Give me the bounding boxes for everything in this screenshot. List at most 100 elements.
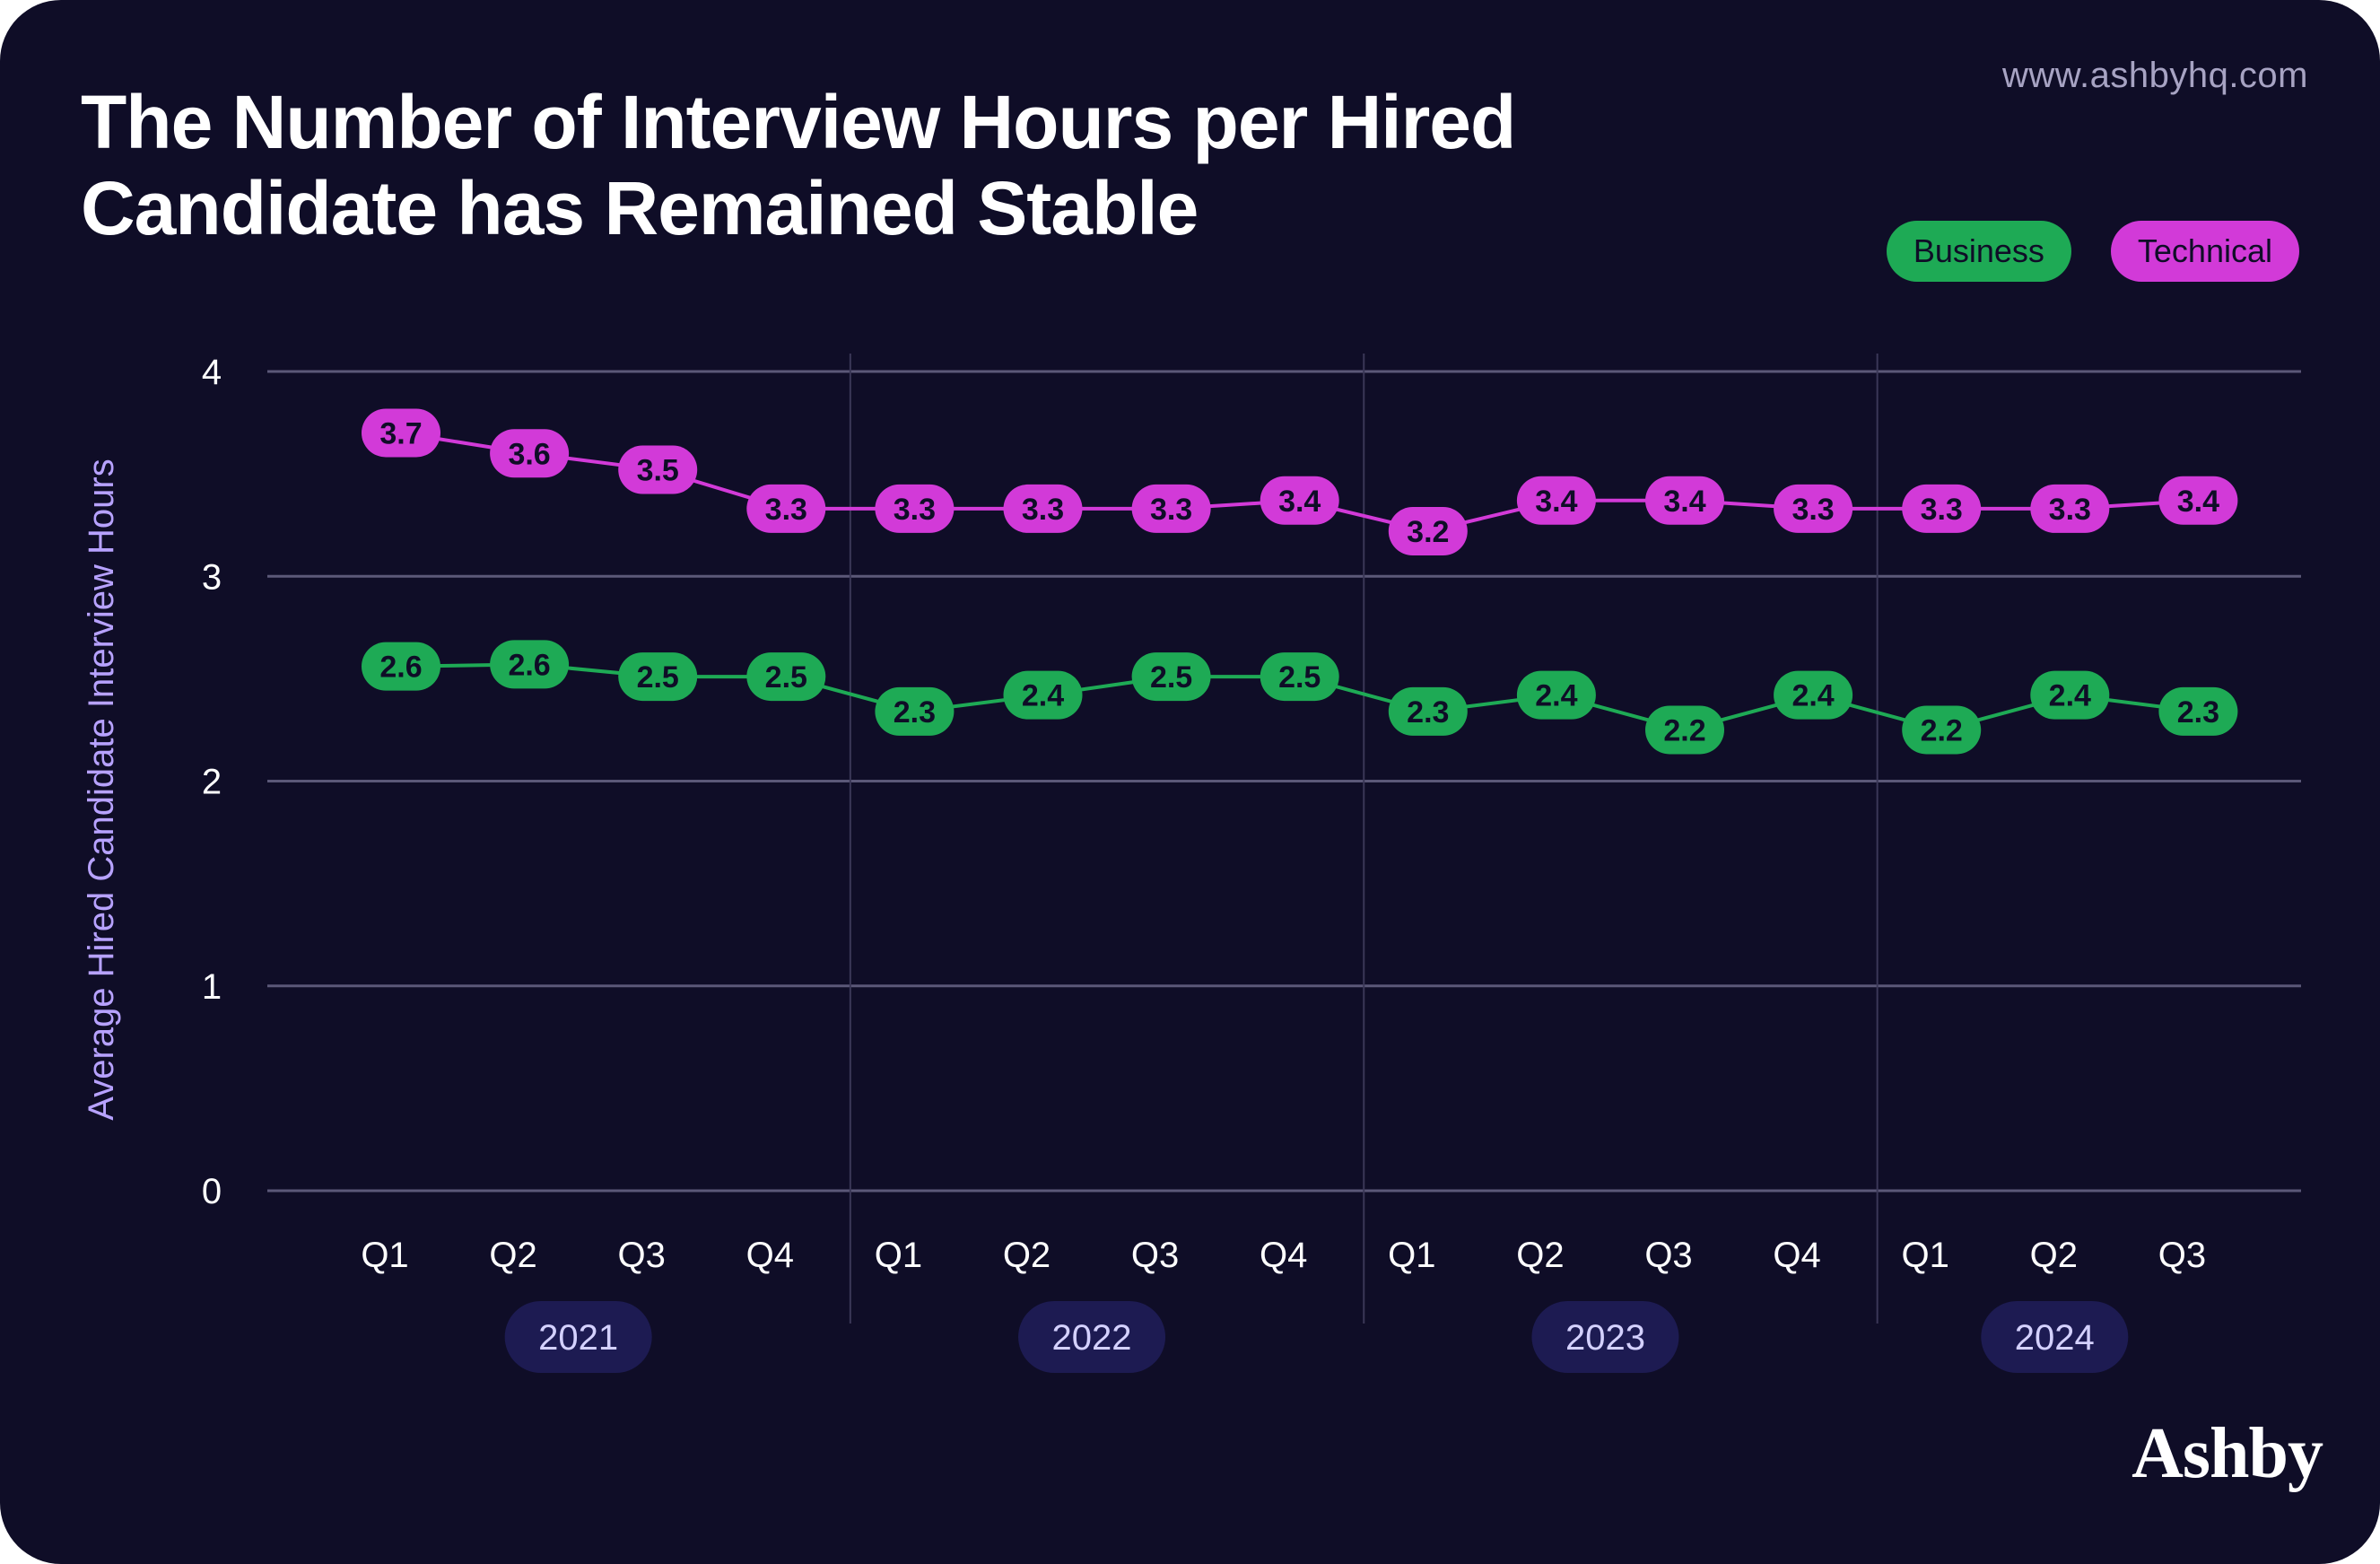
x-tick-label: Q3 [618, 1236, 666, 1275]
legend-business[interactable]: Business [1886, 221, 2071, 282]
data-point-pill[interactable] [1516, 670, 1596, 720]
data-label: 3.4 [1663, 485, 1705, 519]
data-point-pill[interactable] [2030, 484, 2110, 533]
data-point[interactable]: 2.3 [2158, 686, 2238, 736]
data-point[interactable]: 2.6 [362, 642, 440, 691]
data-point[interactable]: 2.4 [1516, 670, 1596, 720]
data-point-pill[interactable] [490, 640, 570, 689]
data-point[interactable]: 2.4 [2030, 670, 2110, 720]
data-point-pill[interactable] [746, 484, 826, 533]
data-point[interactable]: 2.3 [1388, 686, 1468, 736]
data-point-pill[interactable] [2158, 686, 2238, 736]
data-point[interactable]: 3.3 [2030, 484, 2110, 533]
data-label: 2.2 [1921, 713, 1963, 747]
data-point[interactable]: 2.5 [1260, 652, 1339, 702]
legend: Business Technical [1886, 221, 2299, 282]
data-point-pill[interactable] [1388, 686, 1468, 736]
y-tick-label: 1 [202, 967, 222, 1007]
data-point-pill[interactable] [1774, 484, 1853, 533]
data-point[interactable]: 2.5 [618, 652, 698, 702]
year-pill-bg [1531, 1301, 1679, 1373]
data-point[interactable]: 2.6 [490, 640, 570, 689]
data-label: 3.4 [1535, 485, 1577, 519]
data-point[interactable]: 3.3 [875, 484, 955, 533]
data-point-pill[interactable] [618, 445, 698, 494]
data-point[interactable]: 3.4 [1260, 476, 1339, 525]
x-tick-label: Q2 [489, 1236, 536, 1275]
data-label: 3.6 [508, 437, 550, 471]
website-url[interactable]: www.ashbyhq.com [2002, 56, 2308, 95]
data-point-pill[interactable] [1260, 476, 1339, 525]
y-tick-label: 2 [202, 763, 222, 802]
data-label: 3.3 [2049, 493, 2091, 527]
data-point[interactable]: 3.4 [2158, 476, 2238, 525]
data-point-pill[interactable] [1131, 484, 1211, 533]
data-point[interactable]: 2.2 [1645, 705, 1724, 755]
year-label: 2023 [1565, 1318, 1645, 1358]
series: 2.6 2.6 2.5 2.5 2.3 2.4 2.5 2.5 2.3 2.4 2.2 2.4 2.2 2… [362, 408, 2238, 755]
data-point[interactable]: 3.5 [618, 445, 698, 494]
data-point[interactable]: 2.3 [875, 686, 955, 736]
data-point[interactable]: 2.2 [1902, 705, 1982, 755]
x-axis-labels: Q1 Q2 Q3 Q4 Q1 Q2 Q3 Q4 Q1 Q2 Q3 Q4 Q1 Q2 Q3 2021 2022 20… [361, 1236, 2206, 1373]
data-point[interactable]: 3.4 [1645, 476, 1724, 525]
data-label: 3.4 [2177, 485, 2219, 519]
x-tick-label: Q1 [1902, 1236, 1949, 1275]
data-point[interactable]: 3.3 [1003, 484, 1083, 533]
data-label: 2.4 [2049, 679, 2091, 713]
data-label: 2.3 [1407, 695, 1449, 730]
data-point[interactable]: 2.4 [1774, 670, 1853, 720]
data-point[interactable]: 3.3 [1131, 484, 1211, 533]
data-point-pill[interactable] [618, 652, 698, 702]
series-business: 2.6 2.6 2.5 2.5 2.3 2.4 2.5 2.5 2.3 2.4 2.2 2.4 2.2 2… [362, 640, 2238, 755]
data-point[interactable]: 3.2 [1388, 507, 1468, 556]
data-point-pill[interactable] [2158, 476, 2238, 525]
data-point[interactable]: 3.3 [1774, 484, 1853, 533]
data-point-pill[interactable] [1645, 476, 1724, 525]
x-tick-label: Q2 [1516, 1236, 1564, 1275]
year-pill-2021: 2021 [504, 1301, 652, 1373]
data-point-pill[interactable] [490, 429, 570, 478]
x-tick-label: Q1 [1388, 1236, 1435, 1275]
data-point-pill[interactable] [1003, 670, 1083, 720]
data-point-pill[interactable] [1645, 705, 1724, 755]
data-label: 3.5 [637, 454, 679, 488]
data-point[interactable]: 2.4 [1003, 670, 1083, 720]
data-point[interactable]: 3.3 [1902, 484, 1982, 533]
data-label: 2.5 [1278, 660, 1321, 695]
data-point-pill[interactable] [1131, 652, 1211, 702]
x-tick-label: Q1 [875, 1236, 922, 1275]
data-point-pill[interactable] [1260, 652, 1339, 702]
data-point[interactable]: 2.5 [1131, 652, 1211, 702]
y-tick-label: 3 [202, 557, 222, 597]
data-label: 2.6 [508, 648, 550, 682]
year-pill-2023: 2023 [1531, 1301, 1679, 1373]
data-point-pill[interactable] [1003, 484, 1083, 533]
legend-technical[interactable]: Technical [2110, 221, 2299, 282]
x-tick-label: Q4 [1260, 1236, 1307, 1275]
x-tick-label: Q2 [1003, 1236, 1051, 1275]
data-point[interactable]: 3.4 [1516, 476, 1596, 525]
data-point-pill[interactable] [875, 686, 955, 736]
x-tick-label: Q2 [2030, 1236, 2078, 1275]
data-point-pill[interactable] [875, 484, 955, 533]
data-point-pill[interactable] [362, 642, 440, 691]
year-pill-bg [1981, 1301, 2129, 1373]
data-point-pill[interactable] [2030, 670, 2110, 720]
data-label: 3.4 [1278, 485, 1321, 519]
x-tick-label: Q3 [1644, 1236, 1692, 1275]
data-point-pill[interactable] [746, 652, 826, 702]
data-point-pill[interactable] [1902, 484, 1982, 533]
year-label: 2021 [538, 1318, 618, 1358]
data-point-pill[interactable] [362, 408, 440, 458]
data-point-pill[interactable] [1902, 705, 1982, 755]
data-point[interactable]: 3.3 [746, 484, 826, 533]
data-point[interactable]: 3.7 [362, 408, 440, 458]
data-point-pill[interactable] [1388, 507, 1468, 556]
data-point[interactable]: 2.5 [746, 652, 826, 702]
data-point-pill[interactable] [1516, 476, 1596, 525]
data-label: 2.5 [637, 660, 679, 695]
data-point-pill[interactable] [1774, 670, 1853, 720]
y-tick-label: 0 [202, 1172, 222, 1211]
data-point[interactable]: 3.6 [490, 429, 570, 478]
